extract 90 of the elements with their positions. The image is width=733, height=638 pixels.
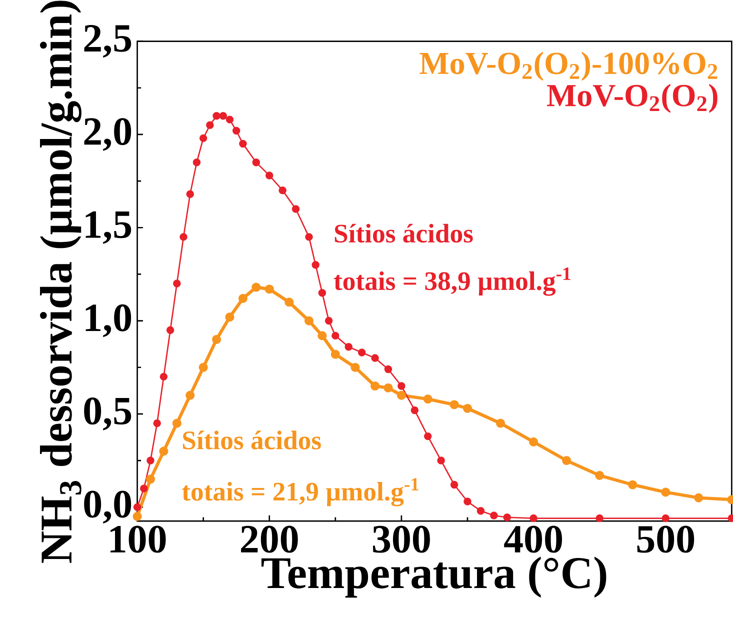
point: [206, 121, 214, 129]
y-tick-label: 2,0: [84, 118, 132, 151]
point: [464, 497, 472, 506]
point: [450, 480, 458, 488]
point: [160, 372, 168, 380]
point: [384, 365, 392, 373]
point: [226, 116, 234, 124]
point: [490, 511, 498, 520]
point: [496, 418, 506, 428]
annotation: Sítios ácidos: [183, 430, 321, 450]
y-tick-label: 0,0: [84, 490, 132, 524]
point: [424, 432, 432, 440]
point: [180, 232, 188, 241]
point: [596, 514, 604, 522]
point: [318, 288, 326, 297]
point: [530, 514, 538, 522]
point: [252, 282, 261, 292]
point: [562, 456, 572, 465]
point: [324, 316, 333, 324]
point: [264, 284, 274, 294]
annotation: totais = 38,9 µmol.g$^{-1}$: [334, 267, 570, 296]
point: [153, 419, 161, 427]
point: [132, 512, 142, 521]
text: MoV-O$_{2}$(O$_{2}$): [546, 84, 718, 113]
x-tick-label: 100: [110, 526, 166, 553]
point: [358, 348, 366, 356]
point: [628, 480, 638, 490]
y-tick-label: 0,5: [84, 397, 132, 430]
point: [384, 383, 393, 392]
point: [199, 134, 208, 142]
point: [212, 334, 222, 344]
point: [661, 488, 670, 497]
point: [503, 513, 511, 522]
point: [332, 332, 340, 340]
y-tick-label: 1,5: [86, 211, 132, 244]
point: [398, 382, 406, 390]
point: [133, 503, 142, 511]
point: [529, 437, 538, 446]
point: [166, 326, 174, 334]
x-axis-title: Temperatura (°C): [261, 556, 606, 598]
point: [238, 294, 248, 303]
y-tick-label: 2,5: [84, 24, 132, 58]
point: [225, 312, 234, 322]
point: [198, 362, 208, 372]
point: [172, 418, 182, 428]
x-tick-label: 400: [504, 526, 562, 553]
point: [330, 350, 340, 359]
point: [219, 112, 227, 120]
point: [232, 126, 240, 134]
point: [146, 456, 154, 464]
point: [595, 470, 604, 480]
y-axis-title: NH$_{3}$ dessorvida (µmol/g.min): [40, 0, 82, 563]
point: [305, 232, 313, 241]
point: [476, 506, 485, 515]
point: [694, 493, 704, 502]
point: [186, 390, 195, 400]
point: [278, 186, 286, 194]
point: [437, 456, 445, 464]
point: [146, 474, 156, 484]
point: [173, 279, 181, 288]
point: [252, 158, 260, 166]
point: [462, 404, 472, 413]
point: [192, 158, 201, 166]
annotation: totais = 21,9 µmol.g$^{-1}$: [182, 478, 418, 506]
point: [371, 354, 379, 362]
point: [284, 297, 294, 307]
point: [318, 330, 327, 340]
point: [410, 406, 419, 414]
point: [159, 446, 168, 456]
point: [212, 112, 220, 120]
point: [344, 342, 352, 351]
point: [423, 394, 432, 404]
point: [292, 204, 300, 213]
point: [186, 190, 194, 198]
x-tick-label: 200: [241, 526, 298, 553]
point: [370, 381, 380, 390]
point: [265, 171, 274, 180]
point: [304, 316, 314, 326]
point: [350, 362, 360, 372]
point: [239, 140, 247, 148]
point: [662, 514, 670, 522]
x-tick-label: 500: [637, 526, 694, 553]
point: [140, 484, 148, 492]
annotation: Sítios ácidos: [334, 224, 473, 242]
text: MoV-O$_{2}$(O$_{2}$)-100%O$_{2}$: [420, 52, 718, 81]
point: [450, 400, 459, 409]
x-tick-label: 300: [372, 526, 430, 553]
y-tick-label: 1,0: [86, 304, 132, 338]
point: [312, 260, 320, 269]
point: [396, 390, 406, 400]
